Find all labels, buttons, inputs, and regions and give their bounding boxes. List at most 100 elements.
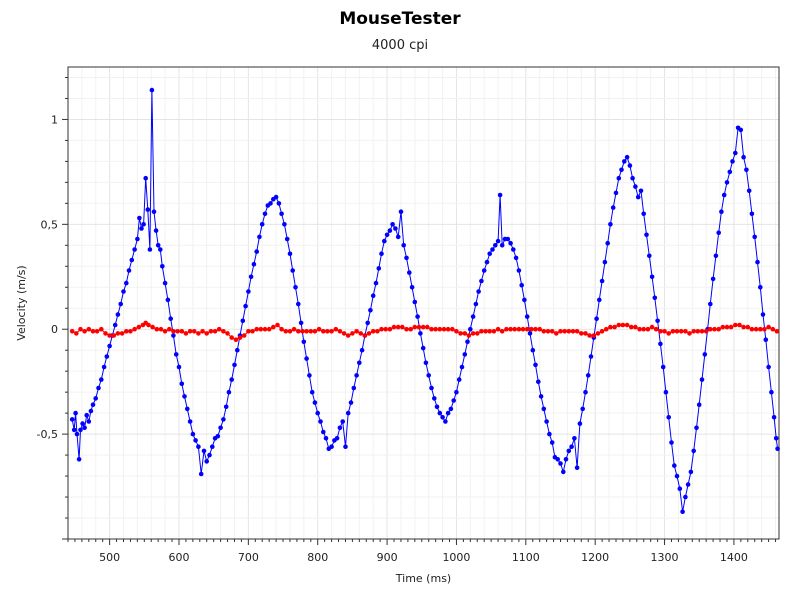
data-point xyxy=(149,87,155,93)
data-point xyxy=(479,329,484,334)
data-point xyxy=(549,440,555,445)
data-point xyxy=(524,326,530,332)
data-point xyxy=(118,301,123,307)
data-point xyxy=(175,329,180,334)
y-axis-title: Velocity (m/s) xyxy=(15,265,28,340)
data-point xyxy=(226,389,232,395)
data-point xyxy=(147,247,153,252)
data-point xyxy=(583,389,588,395)
data-point xyxy=(448,406,454,412)
data-point xyxy=(379,251,384,256)
data-point xyxy=(658,329,663,334)
data-point xyxy=(766,364,771,370)
data-point xyxy=(74,431,80,437)
data-point xyxy=(635,194,641,200)
data-point xyxy=(101,364,107,370)
data-point xyxy=(495,326,501,332)
data-point xyxy=(376,266,382,271)
data-point xyxy=(470,331,476,336)
data-point xyxy=(316,326,322,332)
data-point xyxy=(99,377,104,382)
data-point xyxy=(379,326,384,332)
data-point xyxy=(375,329,380,334)
data-point xyxy=(111,333,117,338)
data-point xyxy=(200,329,205,334)
data-point xyxy=(366,331,372,336)
data-point xyxy=(728,324,734,330)
data-point xyxy=(333,326,339,332)
data-point xyxy=(126,268,132,273)
data-point xyxy=(183,331,189,336)
data-point xyxy=(151,209,157,214)
x-tick-label: 500 xyxy=(99,551,120,564)
data-point xyxy=(685,482,691,487)
data-point xyxy=(176,364,182,370)
data-point xyxy=(677,486,683,492)
data-point xyxy=(479,278,484,284)
x-axis-title: Time (ms) xyxy=(395,572,451,585)
data-point xyxy=(395,324,401,330)
data-point xyxy=(137,215,142,221)
data-point xyxy=(136,324,142,330)
data-point xyxy=(652,295,658,301)
data-point xyxy=(541,329,547,334)
data-point xyxy=(393,226,398,231)
data-point xyxy=(487,251,493,256)
data-point xyxy=(674,329,680,334)
data-point xyxy=(119,331,125,336)
x-tick-label: 800 xyxy=(307,551,328,564)
data-point xyxy=(69,417,75,422)
data-point xyxy=(216,326,222,332)
data-point xyxy=(762,326,767,332)
data-point xyxy=(499,329,505,334)
data-point xyxy=(666,415,671,420)
data-point xyxy=(309,389,315,395)
data-point xyxy=(536,379,541,385)
data-point xyxy=(279,211,284,217)
data-point xyxy=(254,326,259,332)
data-point xyxy=(139,226,144,231)
data-point xyxy=(185,406,190,412)
data-point xyxy=(549,329,555,334)
data-series xyxy=(69,87,780,514)
data-point xyxy=(562,329,567,334)
data-point xyxy=(223,404,229,410)
data-point xyxy=(341,331,347,336)
data-point xyxy=(73,410,78,416)
data-point xyxy=(649,274,655,280)
data-point xyxy=(687,331,692,336)
data-point xyxy=(390,222,395,227)
data-point xyxy=(193,438,198,443)
data-point xyxy=(143,175,148,181)
data-point xyxy=(476,289,481,294)
data-point xyxy=(522,297,527,303)
data-point xyxy=(653,326,659,332)
data-point xyxy=(744,167,749,173)
data-point xyxy=(702,352,708,357)
data-point xyxy=(279,326,284,332)
data-point xyxy=(221,417,226,422)
data-point xyxy=(524,314,530,319)
x-tick-label: 700 xyxy=(238,551,259,564)
data-point xyxy=(649,324,655,330)
data-point xyxy=(512,326,517,332)
data-point xyxy=(262,211,268,217)
data-point xyxy=(545,329,551,334)
data-point xyxy=(440,415,445,420)
data-point xyxy=(699,329,705,334)
data-point xyxy=(271,324,276,330)
data-point xyxy=(613,190,619,196)
data-point xyxy=(398,209,404,214)
data-point xyxy=(721,192,727,198)
data-point xyxy=(633,324,638,330)
data-point xyxy=(318,419,323,424)
data-point xyxy=(423,360,429,366)
data-point xyxy=(400,324,405,330)
data-point xyxy=(404,255,409,261)
data-point xyxy=(645,326,651,332)
series-0 xyxy=(69,87,780,514)
data-point xyxy=(688,469,694,475)
data-point xyxy=(749,326,755,332)
data-point xyxy=(591,333,597,338)
data-point xyxy=(160,264,165,269)
